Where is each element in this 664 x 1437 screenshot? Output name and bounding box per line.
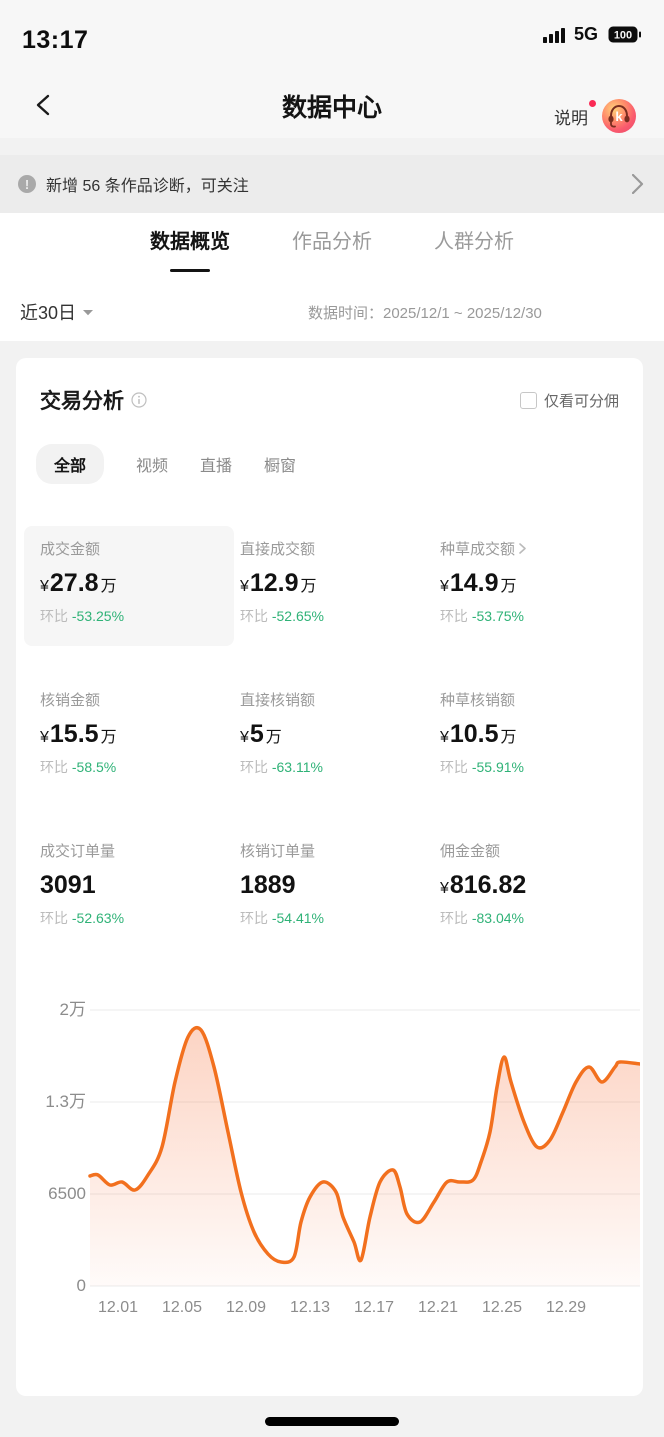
- svg-text:12.09: 12.09: [226, 1299, 266, 1316]
- svg-text:k: k: [615, 109, 623, 124]
- svg-text:2万: 2万: [60, 1000, 86, 1019]
- svg-text:12.25: 12.25: [482, 1299, 522, 1316]
- svg-text:12.13: 12.13: [290, 1299, 330, 1316]
- svg-text:12.05: 12.05: [162, 1299, 202, 1316]
- svg-text:100: 100: [614, 30, 632, 42]
- svg-text:12.29: 12.29: [546, 1299, 586, 1316]
- svg-text:0: 0: [77, 1276, 86, 1295]
- svg-text:6500: 6500: [48, 1184, 86, 1203]
- svg-text:12.17: 12.17: [354, 1299, 394, 1316]
- svg-text:12.01: 12.01: [98, 1299, 138, 1316]
- svg-text:12.21: 12.21: [418, 1299, 458, 1316]
- svg-text:1.3万: 1.3万: [45, 1092, 86, 1111]
